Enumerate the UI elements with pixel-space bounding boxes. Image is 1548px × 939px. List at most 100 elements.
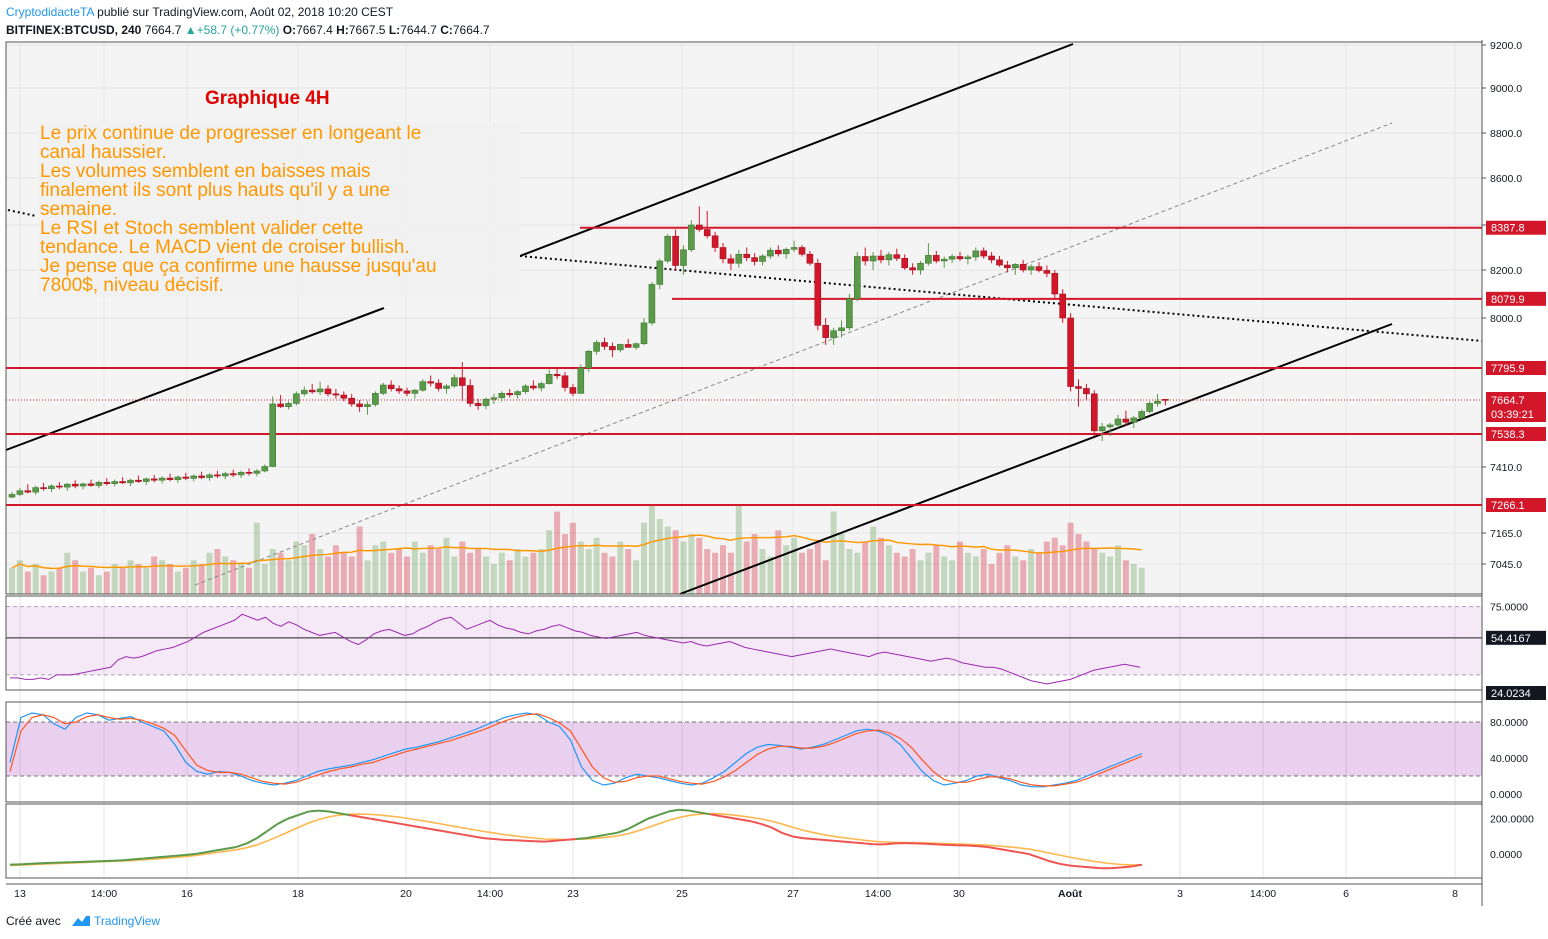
volume-bar bbox=[601, 552, 608, 594]
candle-body bbox=[135, 479, 142, 482]
volume-bar bbox=[893, 552, 900, 594]
candle-body bbox=[411, 389, 419, 394]
chart-canvas[interactable]: 9200.09000.08800.08600.08400.08200.08000… bbox=[0, 40, 1548, 910]
volume-bar bbox=[814, 541, 821, 594]
macd-tick-label: 200.0000 bbox=[1490, 814, 1534, 826]
macd-line-segment bbox=[514, 839, 525, 842]
volume-bar bbox=[1028, 549, 1035, 594]
time-tick-label: 27 bbox=[787, 888, 799, 900]
candle-body bbox=[530, 385, 537, 389]
volume-bar bbox=[261, 564, 268, 594]
macd-line-segment bbox=[606, 831, 618, 836]
volume-bar bbox=[609, 556, 616, 594]
volume-bar bbox=[767, 556, 774, 594]
candle-body bbox=[711, 235, 719, 248]
candle-body bbox=[616, 344, 624, 351]
volume-bar bbox=[569, 522, 576, 594]
candle-body bbox=[71, 483, 79, 487]
channel-mid-line bbox=[194, 122, 1393, 586]
candle-body bbox=[32, 487, 40, 493]
macd-line-segment bbox=[658, 810, 669, 817]
level-tag-label: 7538.3 bbox=[1491, 429, 1525, 441]
volume-bar bbox=[317, 549, 324, 594]
candle-body bbox=[632, 343, 640, 348]
volume-bar bbox=[696, 537, 703, 594]
axes: 9200.09000.08800.08600.08400.08200.08000… bbox=[5, 40, 1546, 906]
candle-body bbox=[356, 403, 363, 407]
volume-bar bbox=[332, 545, 339, 594]
candle-body bbox=[537, 383, 545, 389]
macd-line-segment bbox=[1069, 864, 1081, 868]
annotation-line: semaine. bbox=[40, 199, 118, 220]
candle-body bbox=[656, 260, 664, 285]
time-tick-label: 30 bbox=[953, 888, 965, 900]
volume-bar bbox=[854, 552, 861, 594]
candle-body bbox=[553, 374, 561, 377]
volume-bar bbox=[16, 560, 23, 594]
candle-body bbox=[798, 247, 806, 255]
candle-body bbox=[909, 267, 916, 271]
candle-body bbox=[1004, 264, 1011, 269]
macd-line-segment bbox=[328, 810, 340, 815]
volume-bar bbox=[24, 571, 31, 594]
candle-body bbox=[624, 344, 632, 348]
candle-body bbox=[387, 384, 395, 390]
volume-bar bbox=[806, 549, 813, 594]
annotation-title: Graphique 4H bbox=[205, 88, 330, 109]
last-price: 7664.7 bbox=[144, 23, 182, 37]
low-label: L: bbox=[388, 23, 401, 37]
volume-bar bbox=[151, 556, 158, 594]
candle-body bbox=[893, 254, 901, 259]
rsi-low-tag-bg bbox=[1486, 686, 1546, 700]
volume-bar bbox=[451, 556, 458, 594]
candle-body bbox=[308, 389, 316, 393]
volume-bar bbox=[159, 560, 166, 594]
macd-line-segment bbox=[1080, 865, 1091, 869]
candle-body bbox=[87, 483, 95, 486]
time-tick-label: 13 bbox=[14, 888, 26, 900]
candle-body bbox=[1106, 424, 1114, 428]
macd-line-segment bbox=[596, 833, 608, 838]
macd-line-segment bbox=[483, 837, 494, 840]
volume-bar bbox=[222, 556, 229, 594]
macd-line-segment bbox=[760, 822, 772, 829]
volume-bar bbox=[325, 556, 331, 594]
candle-body bbox=[348, 397, 356, 405]
candle-body bbox=[174, 476, 182, 480]
tradingview-link[interactable]: TradingView bbox=[94, 914, 161, 928]
volume-bar bbox=[435, 549, 442, 594]
candle-body bbox=[917, 262, 924, 271]
candle-body bbox=[237, 471, 245, 476]
macd-line-segment bbox=[709, 813, 721, 817]
macd-line-segment bbox=[493, 838, 505, 841]
last-price-tag-label: 7664.7 bbox=[1491, 395, 1525, 407]
macd-line-segment bbox=[1018, 851, 1029, 856]
macd-line-segment bbox=[1111, 866, 1122, 870]
candle-body bbox=[1098, 426, 1106, 432]
volume-bar bbox=[751, 534, 758, 594]
macd-line-segment bbox=[575, 837, 587, 840]
volume-bar bbox=[190, 560, 197, 594]
volume-bar bbox=[530, 552, 537, 594]
volume-bar bbox=[459, 541, 466, 594]
macd-line-segment bbox=[236, 842, 248, 848]
macd-line-segment bbox=[442, 830, 453, 834]
trend-dotted-line bbox=[519, 255, 1483, 342]
stoch-tick-label: 0.0000 bbox=[1490, 789, 1522, 801]
candle-body bbox=[1027, 266, 1035, 271]
macd-line-segment bbox=[524, 839, 535, 843]
candle-body bbox=[8, 494, 16, 498]
created-with-label: Créé avec bbox=[6, 914, 61, 928]
candle-body bbox=[593, 342, 600, 352]
candle-body bbox=[609, 346, 616, 351]
volume-bar bbox=[404, 556, 410, 594]
author-link[interactable]: CryptodidacteTA bbox=[6, 5, 94, 19]
annotation-note[interactable]: Le prix continue de progresser en longea… bbox=[38, 122, 520, 297]
candle-body bbox=[964, 256, 972, 260]
macd-line-segment bbox=[400, 822, 412, 827]
level-tag-bg bbox=[1486, 427, 1546, 441]
annotation-line: Le prix continue de progresser en longea… bbox=[40, 123, 422, 144]
candle-body bbox=[1091, 393, 1098, 432]
volume-bar bbox=[72, 560, 79, 594]
volume-bar bbox=[1067, 522, 1074, 594]
